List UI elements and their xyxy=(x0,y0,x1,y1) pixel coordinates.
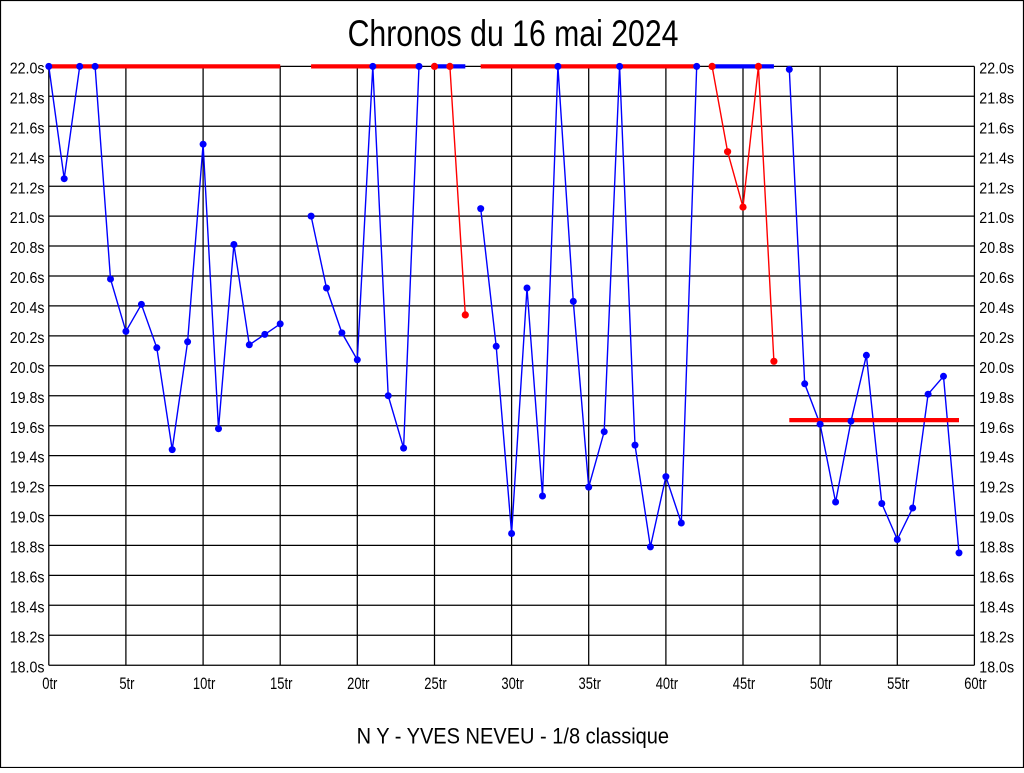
svg-text:5tr: 5tr xyxy=(119,674,134,693)
svg-text:19.8s: 19.8s xyxy=(979,389,1014,407)
svg-text:18.0s: 18.0s xyxy=(10,659,45,677)
svg-text:35tr: 35tr xyxy=(578,674,600,693)
svg-text:18.2s: 18.2s xyxy=(10,629,45,647)
svg-text:20.0s: 20.0s xyxy=(979,359,1014,377)
svg-text:0tr: 0tr xyxy=(42,674,57,693)
svg-text:20tr: 20tr xyxy=(347,674,369,693)
svg-text:18.4s: 18.4s xyxy=(10,599,45,617)
svg-text:18.8s: 18.8s xyxy=(979,539,1014,557)
svg-text:50tr: 50tr xyxy=(810,674,832,693)
svg-text:20.8s: 20.8s xyxy=(10,239,45,257)
svg-text:22.0s: 22.0s xyxy=(10,60,45,78)
svg-text:21.4s: 21.4s xyxy=(979,150,1014,168)
svg-text:10tr: 10tr xyxy=(193,674,215,693)
svg-text:21.2s: 21.2s xyxy=(979,180,1014,198)
svg-text:19.0s: 19.0s xyxy=(10,509,45,527)
svg-text:N Y - YVES NEVEU - 1/8 classiq: N Y - YVES NEVEU - 1/8 classique xyxy=(357,725,669,749)
svg-text:21.6s: 21.6s xyxy=(10,120,45,138)
svg-text:19.6s: 19.6s xyxy=(979,419,1014,437)
svg-text:30tr: 30tr xyxy=(501,674,523,693)
svg-text:19.8s: 19.8s xyxy=(10,389,45,407)
svg-text:20.2s: 20.2s xyxy=(979,329,1014,347)
svg-text:45tr: 45tr xyxy=(733,674,755,693)
svg-text:19.2s: 19.2s xyxy=(979,479,1014,497)
svg-text:20.2s: 20.2s xyxy=(10,329,45,347)
svg-text:18.2s: 18.2s xyxy=(979,629,1014,647)
svg-text:21.6s: 21.6s xyxy=(979,120,1014,138)
svg-text:18.0s: 18.0s xyxy=(979,659,1014,677)
svg-text:55tr: 55tr xyxy=(887,674,909,693)
svg-text:20.6s: 20.6s xyxy=(10,269,45,287)
svg-text:19.2s: 19.2s xyxy=(10,479,45,497)
svg-text:19.6s: 19.6s xyxy=(10,419,45,437)
svg-text:19.4s: 19.4s xyxy=(10,449,45,467)
svg-text:19.0s: 19.0s xyxy=(979,509,1014,527)
svg-text:20.4s: 20.4s xyxy=(979,299,1014,317)
svg-text:21.8s: 21.8s xyxy=(979,90,1014,108)
svg-text:21.2s: 21.2s xyxy=(10,180,45,198)
svg-text:18.8s: 18.8s xyxy=(10,539,45,557)
svg-text:20.6s: 20.6s xyxy=(979,269,1014,287)
svg-text:21.8s: 21.8s xyxy=(10,90,45,108)
svg-text:21.0s: 21.0s xyxy=(979,209,1014,227)
svg-text:19.4s: 19.4s xyxy=(979,449,1014,467)
svg-text:21.4s: 21.4s xyxy=(10,150,45,168)
svg-text:18.6s: 18.6s xyxy=(10,569,45,587)
svg-text:18.4s: 18.4s xyxy=(979,599,1014,617)
svg-text:20.4s: 20.4s xyxy=(10,299,45,317)
svg-text:60tr: 60tr xyxy=(964,674,986,693)
svg-text:40tr: 40tr xyxy=(656,674,678,693)
svg-text:15tr: 15tr xyxy=(270,674,292,693)
svg-text:Chronos du 16 mai 2024: Chronos du 16 mai 2024 xyxy=(348,13,679,55)
svg-text:18.6s: 18.6s xyxy=(979,569,1014,587)
svg-text:20.0s: 20.0s xyxy=(10,359,45,377)
svg-text:21.0s: 21.0s xyxy=(10,209,45,227)
svg-text:20.8s: 20.8s xyxy=(979,239,1014,257)
svg-text:22.0s: 22.0s xyxy=(979,60,1014,78)
svg-text:25tr: 25tr xyxy=(424,674,446,693)
